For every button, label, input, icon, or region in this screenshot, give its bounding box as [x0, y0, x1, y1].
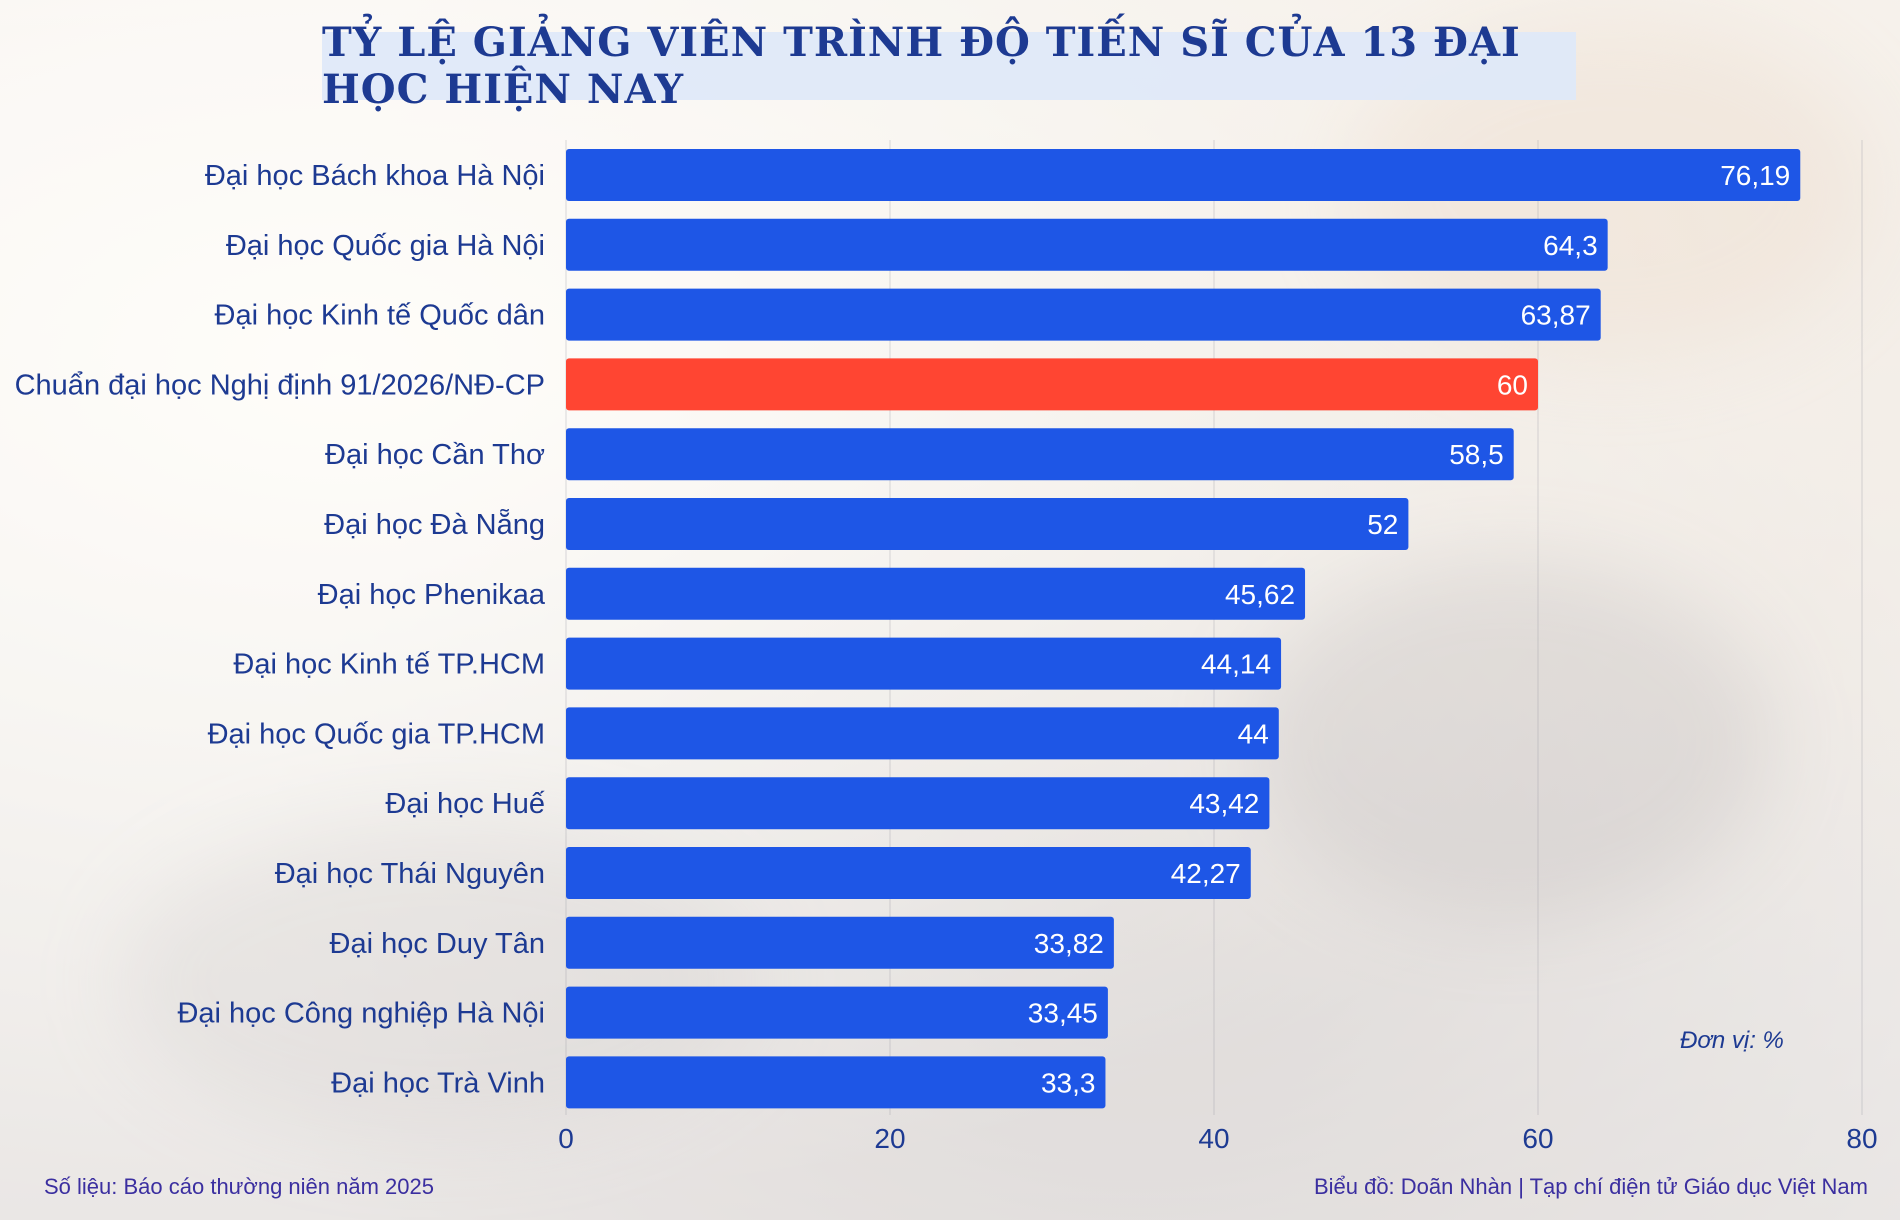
x-tick-label: 60: [1522, 1123, 1553, 1154]
bar: [566, 498, 1409, 550]
category-label: Đại học Kinh tế TP.HCM: [233, 649, 545, 681]
value-label: 58,5: [1449, 439, 1504, 470]
category-label: Đại học Quốc gia TP.HCM: [208, 718, 545, 750]
bar: [566, 567, 1306, 620]
value-label: 33,45: [1028, 998, 1098, 1029]
bar: [566, 916, 1114, 969]
value-label: 44: [1238, 718, 1269, 749]
bar: [566, 637, 1282, 690]
category-label: Đại học Quốc gia Hà Nội: [226, 230, 545, 262]
value-label: 33,3: [1041, 1067, 1096, 1098]
category-label: Đại học Huế: [385, 788, 545, 820]
bar: [566, 288, 1601, 341]
bar: [566, 428, 1514, 481]
value-label: 76,19: [1720, 160, 1790, 191]
category-label: Đại học Phenikaa: [318, 579, 546, 611]
bar: [566, 986, 1108, 1039]
bar: [566, 358, 1538, 411]
bar: [566, 1056, 1106, 1109]
source-note: Số liệu: Báo cáo thường niên năm 2025: [44, 1174, 434, 1199]
chart-title-box: TỶ LỆ GIẢNG VIÊN TRÌNH ĐỘ TIẾN SĨ CỦA 13…: [322, 19, 1576, 113]
value-label: 44,14: [1201, 649, 1271, 680]
bar: [566, 149, 1801, 201]
bar: [566, 707, 1279, 760]
category-label: Đại học Thái Nguyên: [275, 858, 545, 890]
category-label: Đại học Trà Vinh: [331, 1067, 545, 1099]
value-label: 52: [1367, 509, 1398, 540]
unit-label: Đơn vị: %: [1680, 1027, 1784, 1054]
value-label: 43,42: [1189, 788, 1259, 819]
bar: [566, 777, 1270, 830]
bar: [566, 847, 1251, 899]
category-label: Đại học Đà Nẵng: [324, 508, 545, 541]
value-label: 64,3: [1543, 230, 1598, 261]
x-tick-label: 40: [1198, 1123, 1229, 1154]
bar: [566, 218, 1608, 271]
chart-title: TỶ LỆ GIẢNG VIÊN TRÌNH ĐỘ TIẾN SĨ CỦA 13…: [322, 19, 1521, 113]
category-label: Đại học Bách khoa Hà Nội: [205, 160, 545, 192]
value-label: 60: [1497, 369, 1528, 400]
x-tick-label: 20: [874, 1123, 905, 1154]
category-label: Đại học Kinh tế Quốc dân: [215, 300, 545, 332]
category-label: Chuẩn đại học Nghị định 91/2026/NĐ-CP: [15, 369, 545, 401]
credit-note: Biểu đồ: Doãn Nhàn | Tạp chí điện tử Giá…: [1313, 1174, 1868, 1199]
x-tick-label: 80: [1846, 1123, 1877, 1154]
category-label: Đại học Duy Tân: [330, 928, 545, 960]
value-label: 63,87: [1521, 300, 1591, 331]
value-label: 33,82: [1034, 928, 1104, 959]
category-label: Đại học Cần Thơ: [325, 439, 545, 471]
category-label: Đại học Công nghiệp Hà Nội: [177, 998, 545, 1030]
value-label: 42,27: [1171, 858, 1241, 889]
x-tick-label: 0: [558, 1123, 574, 1154]
value-label: 45,62: [1225, 579, 1295, 610]
